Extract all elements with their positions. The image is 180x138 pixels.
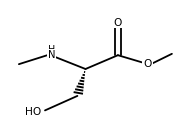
Text: N: N xyxy=(48,50,55,59)
Text: H: H xyxy=(48,45,55,55)
Text: O: O xyxy=(114,18,122,28)
Text: O: O xyxy=(143,59,152,69)
Text: HO: HO xyxy=(25,108,41,117)
